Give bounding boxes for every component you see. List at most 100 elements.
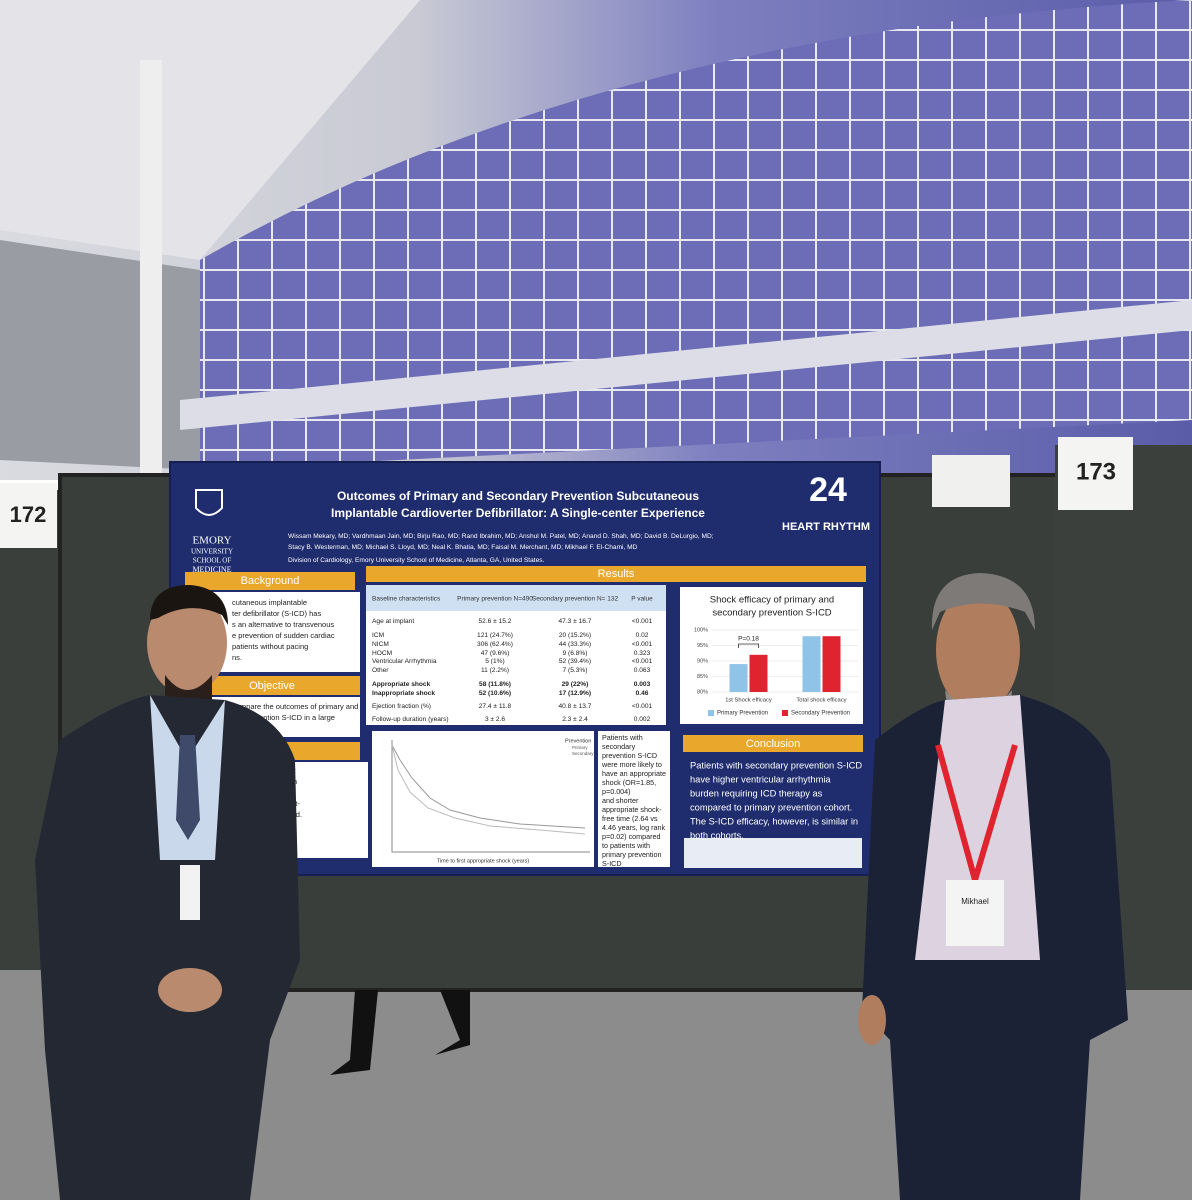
finding-text: have an appropriate (602, 769, 666, 778)
paper-sign (932, 455, 1010, 507)
person: Mikhael (858, 573, 1128, 1200)
finding-text: S-ICD (602, 859, 622, 868)
booth-sign (0, 483, 57, 548)
table-cell: ICM (372, 632, 384, 639)
side-wall (0, 240, 200, 470)
table-cell: 5 (1%) (485, 658, 504, 665)
section-heading-bar (683, 735, 863, 752)
table-cell: 2.3 ± 2.4 (562, 716, 588, 723)
logo-mark: 24 (809, 471, 847, 509)
bar (729, 664, 748, 692)
conclusion-text: have higher ventricular arrhythmia (690, 774, 831, 784)
authors: Wissam Mekary, MD; Vardhmaan Jain, MD; B… (288, 533, 714, 540)
affiliation: Division of Cardiology, Emory University… (288, 557, 545, 564)
legend-swatch (708, 710, 714, 716)
authors: Stacy B. Westerman, MD; Michael S. Lloyd… (288, 544, 638, 551)
table-cell: Inappropriate shock (372, 690, 435, 697)
table-cell: Age at implant (372, 618, 414, 625)
table-cell: 0.002 (634, 716, 651, 723)
finding-text: prevention S-ICD (602, 751, 657, 760)
conclusion-text: compared to primary prevention cohort. (690, 802, 852, 812)
finding-text: to patients with (602, 841, 650, 850)
section-heading-bar (366, 566, 866, 582)
bar (749, 654, 768, 692)
finding-text: 4.46 years, log rank (602, 823, 666, 832)
table-cell: Appropriate shock (372, 681, 431, 688)
body-text: ns. (232, 653, 242, 662)
x-tick-label: Total shock efficacy (796, 698, 846, 704)
logo-text: EMORY (192, 535, 231, 547)
table-cell: <0.001 (632, 703, 653, 710)
legend-label: Secondary Prevention (791, 711, 850, 717)
table-header: Baseline characteristics (372, 596, 441, 603)
y-tick-label: 85% (697, 674, 708, 680)
finding-text: Patients with (602, 733, 643, 742)
table-cell: 3 ± 2.6 (485, 716, 505, 723)
finding-text: were more likely to (601, 760, 662, 769)
roof-truss (0, 0, 420, 260)
table-cell: 0.003 (634, 681, 651, 688)
table-cell: <0.001 (632, 641, 653, 648)
legend-label: Primary Prevention (717, 711, 768, 717)
finding-text: p=0.02) compared (602, 832, 661, 841)
table-cell: NICM (372, 641, 389, 648)
finding-text: appropriate shock- (602, 805, 662, 814)
conclusion-text: Patients with secondary prevention S-ICD (690, 760, 862, 770)
column (140, 60, 162, 480)
table-cell: 306 (62.4%) (477, 641, 513, 648)
table-cell: 58 (11.8%) (479, 681, 511, 688)
km-legend-title: Prevention (565, 738, 591, 744)
km-legend: Primary (572, 745, 588, 750)
km-x-label: Time to first appropriate shock (years) (437, 858, 530, 864)
disclosures (684, 838, 862, 868)
table-header-bg (366, 585, 666, 611)
table-cell: HOCM (372, 650, 392, 657)
finding-text: p=0.004) (602, 787, 631, 796)
legend-swatch (782, 710, 788, 716)
annotation-bracket (738, 643, 759, 648)
y-tick-label: 95% (697, 643, 708, 649)
section-heading-bar (185, 572, 355, 590)
section-heading: Objective (249, 680, 295, 692)
emory-shield (195, 489, 223, 516)
conclusion-text: burden requiring ICD therapy as (690, 788, 823, 798)
finding-text: shock (OR=1.85, (602, 778, 656, 787)
table-cell: 47 (9.6%) (481, 650, 510, 657)
booth-number: 173 (1076, 458, 1116, 485)
table-cell: 0.02 (636, 632, 649, 639)
badge-name: Mikhael (961, 897, 989, 906)
body-text: ter defibrillator (S-ICD) has (232, 609, 321, 618)
table-cell: Ventricular Arrhythmia (372, 658, 437, 665)
km-legend: Secondary (572, 751, 594, 756)
body-text: compare the outcomes of primary and (232, 702, 358, 711)
body-text: s an alternative to transvenous (232, 620, 334, 629)
table-cell: 40.8 ± 13.7 (559, 703, 592, 710)
table-cell: 20 (15.2%) (559, 632, 591, 639)
logo-text: SCHOOL OF (193, 557, 232, 565)
table-cell: 17 (12.9%) (559, 690, 591, 697)
y-tick-label: 100% (694, 627, 708, 633)
table-cell: 44 (33.3%) (559, 641, 591, 648)
table-cell: 0.323 (634, 650, 651, 657)
table-header: P value (631, 596, 653, 603)
poster-title: Outcomes of Primary and Secondary Preven… (337, 489, 699, 503)
booth-sign (1058, 437, 1133, 510)
section-heading: Background (241, 575, 300, 587)
body-text: ary prevention S-ICD in a large (232, 713, 335, 722)
x-tick-label: 1st Shock efficacy (725, 698, 772, 704)
section-heading: Results (598, 568, 635, 580)
table-cell: 47.3 ± 16.7 (559, 618, 592, 625)
km-curve (391, 744, 586, 829)
table-cell: 121 (24.7%) (477, 632, 513, 639)
table-cell: 0.063 (634, 667, 651, 674)
table-cell: 7 (5.3%) (563, 667, 588, 674)
table-cell: 11 (2.2%) (481, 667, 509, 674)
section-heading: Conclusion (746, 738, 800, 750)
table-cell: 52 (10.6%) (479, 690, 511, 697)
table-cell: 27.4 ± 11.8 (479, 703, 512, 710)
finding-text: primary prevention (602, 850, 662, 859)
finding-box (598, 731, 670, 867)
passerby-legs (330, 990, 470, 1075)
